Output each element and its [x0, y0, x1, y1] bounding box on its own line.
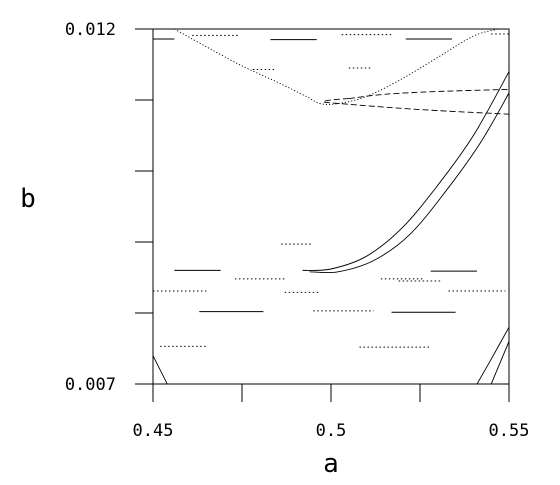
- y-tick-label-1: 0.012: [65, 20, 116, 40]
- curve-0: [174, 29, 499, 105]
- curve-1: [322, 98, 509, 115]
- curve-4: [309, 92, 509, 274]
- fragment-layer: [153, 33, 509, 348]
- curve-7: [153, 355, 168, 384]
- y-tick-label-0: 0.007: [65, 375, 116, 395]
- x-tick-label-2: 0.55: [489, 421, 530, 441]
- curve-layer: [153, 29, 509, 384]
- axis-ticks: [135, 28, 510, 402]
- curve-6: [490, 341, 509, 384]
- curve-5: [476, 326, 509, 384]
- x-tick-label-1: 0.5: [316, 421, 347, 441]
- plot-frame: [152, 28, 510, 385]
- x-tick-label-0: 0.45: [133, 421, 174, 441]
- tick-labels: 0.45 0.5 0.55 0.007 0.012: [65, 20, 530, 441]
- x-axis-label: a: [323, 449, 339, 479]
- curve-2: [348, 88, 509, 100]
- y-axis-label: b: [20, 184, 36, 214]
- curve-3: [302, 71, 509, 271]
